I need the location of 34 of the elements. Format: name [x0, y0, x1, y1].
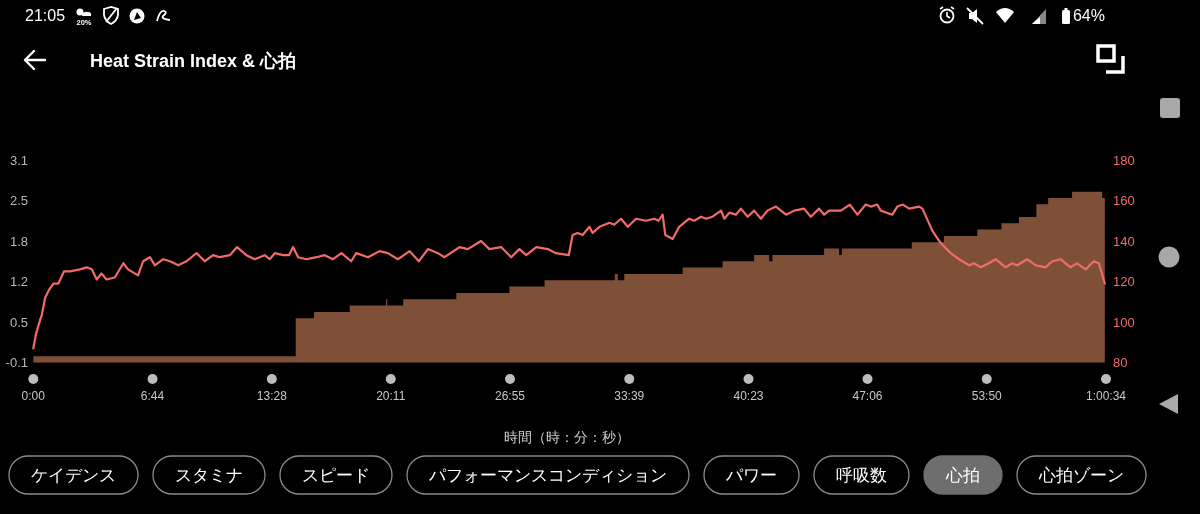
- button-label: スピード: [302, 466, 370, 484]
- button-label: パフォーマンスコンディション: [429, 466, 667, 484]
- button-label: ケイデンス: [31, 466, 116, 484]
- button-label: 呼吸数: [836, 466, 887, 484]
- x-axis-title: 時間（時：分：秒）: [504, 430, 630, 445]
- y-tick-label: -0.1: [5, 355, 28, 370]
- x-tick-label: 40:23: [733, 389, 764, 403]
- button-label: スタミナ: [175, 466, 243, 484]
- x-tick-label: 20:11: [376, 389, 406, 403]
- button-label: パワー: [726, 466, 777, 484]
- x-tick-label: 13:28: [256, 389, 288, 403]
- y-tick-label: 2.5: [9, 193, 28, 208]
- y2-tick-label: 180: [1113, 152, 1135, 168]
- x-tick-label: 47:06: [852, 389, 883, 403]
- x-tick-label: 1:00:34: [1085, 389, 1127, 403]
- y-tick-label: 0.5: [9, 314, 28, 330]
- y2-tick-label: 120: [1113, 274, 1135, 289]
- y-tick-label: 1.2: [9, 274, 28, 289]
- y2-tick-label: 100: [1113, 314, 1135, 330]
- y-tick-label: 3.1: [9, 152, 28, 168]
- y2-tick-label: 80: [1113, 355, 1128, 370]
- text: 21:05: [25, 7, 66, 24]
- x-tick-label: 0:00: [21, 389, 46, 403]
- text: 64%: [1072, 7, 1105, 24]
- x-tick-label: 53:50: [971, 389, 1003, 403]
- y2-tick-label: 140: [1113, 233, 1135, 249]
- chart-title: Heat Strain Index & 心拍: [90, 51, 297, 71]
- x-tick-label: 6:44: [140, 389, 165, 403]
- x-tick-label: 26:55: [495, 389, 526, 403]
- button-label: 心拍: [946, 466, 980, 484]
- button-label: 心拍ゾーン: [1039, 466, 1124, 484]
- y-tick-label: 1.8: [9, 233, 28, 249]
- x-tick-label: 33:39: [614, 389, 645, 403]
- y2-tick-label: 160: [1113, 193, 1135, 208]
